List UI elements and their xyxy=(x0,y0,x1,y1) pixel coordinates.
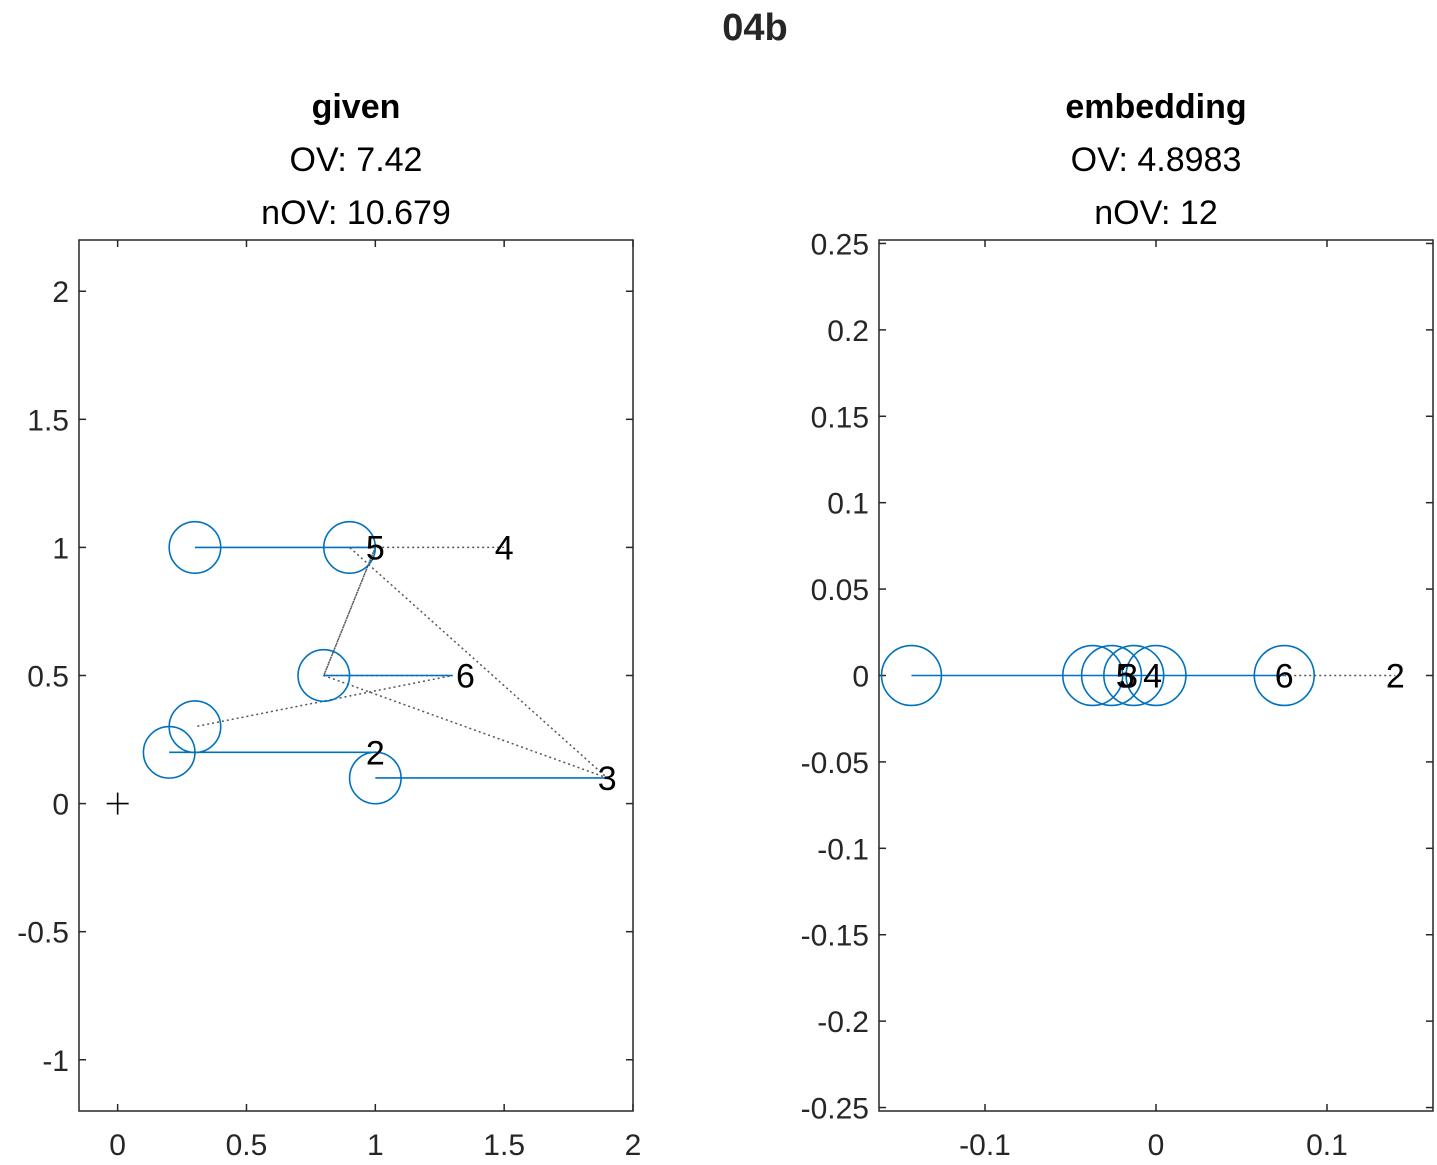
given-xtick-label: 1.5 xyxy=(483,1129,525,1162)
embedding-point-label: 3 xyxy=(1119,658,1138,696)
given-title-line-0: given xyxy=(312,88,401,126)
embedding-ytick-label: -0.15 xyxy=(801,920,869,953)
embedding-ytick-label: 0.2 xyxy=(827,315,869,348)
embedding-ytick-label: -0.1 xyxy=(817,833,869,866)
given-xtick-label: 0.5 xyxy=(226,1129,268,1162)
embedding-point-label: 5 xyxy=(1116,658,1135,696)
given-point-label: 4 xyxy=(495,529,514,567)
embedding-ytick-label: -0.2 xyxy=(817,1006,869,1039)
given-ytick-label: 0.5 xyxy=(27,661,69,694)
embedding-circle xyxy=(880,644,943,707)
given-xtick-label: 2 xyxy=(625,1129,642,1162)
embedding-title-line-1: OV: 4.8983 xyxy=(1071,141,1242,179)
given-ytick-label: 2 xyxy=(52,276,69,309)
embedding-circle xyxy=(1253,644,1315,707)
embedding-xtick-label: -0.1 xyxy=(959,1129,1011,1162)
given-ytick-label: -1 xyxy=(42,1045,69,1078)
given-circle xyxy=(168,520,222,574)
given-dotted-path xyxy=(194,546,608,779)
embedding-circle xyxy=(1125,644,1187,707)
given-circle xyxy=(322,520,377,574)
given-circle xyxy=(297,648,351,703)
embedding-xtick-label: 0 xyxy=(1148,1129,1165,1162)
embedding-point-label: 2 xyxy=(1386,658,1405,696)
embedding-circle xyxy=(1103,644,1165,707)
embedding-xtick-label: 0.1 xyxy=(1306,1129,1348,1162)
embedding-title-line-2: nOV: 12 xyxy=(1094,194,1217,232)
given-ytick-label: 1.5 xyxy=(27,404,69,437)
given-xtick-label: 1 xyxy=(367,1129,384,1162)
given-point-label: 6 xyxy=(456,658,475,696)
given-ytick-label: 1 xyxy=(52,532,69,565)
embedding-point-label: 6 xyxy=(1275,658,1294,696)
embedding-point-label: 4 xyxy=(1143,658,1162,696)
given-circle xyxy=(142,725,196,779)
given-title-line-1: OV: 7.42 xyxy=(290,141,423,179)
given-ytick-label: 0 xyxy=(52,789,69,822)
embedding-ytick-label: -0.25 xyxy=(801,1093,869,1126)
embedding-ytick-label: 0.15 xyxy=(811,401,869,434)
plot-given: given OV: 7.42 nOV: 10.679 0 0.5 1 1.5 2 -1 -0.5 0… xyxy=(17,88,641,1162)
embedding-title-line-0: embedding xyxy=(1065,88,1246,126)
embedding-ytick-label: 0.25 xyxy=(811,228,869,261)
given-circle xyxy=(168,700,222,754)
figure-title: 04b xyxy=(722,7,787,49)
given-ytick-label: -0.5 xyxy=(17,917,69,950)
given-point-label: 5 xyxy=(366,529,385,567)
embedding-ytick-label: 0.05 xyxy=(811,574,869,607)
embedding-ytick-label: -0.05 xyxy=(801,747,869,780)
given-xtick-label: 0 xyxy=(109,1129,126,1162)
given-circle xyxy=(348,751,402,805)
given-point-label: 2 xyxy=(366,734,385,772)
embedding-circle xyxy=(1062,644,1124,707)
embedding-ytick-label: 0.1 xyxy=(827,488,869,521)
given-point-label: 3 xyxy=(598,760,617,798)
given-title-line-2: nOV: 10.679 xyxy=(261,194,451,232)
embedding-circle xyxy=(1080,644,1143,707)
embedding-ytick-label: 0 xyxy=(852,661,869,694)
